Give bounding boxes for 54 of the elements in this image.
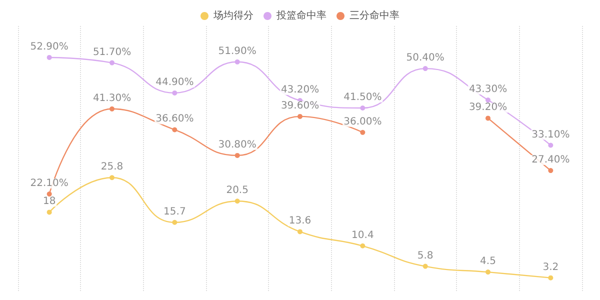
data-label: 41.30% (92, 92, 132, 104)
point (548, 142, 554, 148)
data-label: 39.20% (468, 102, 508, 114)
point (422, 66, 428, 72)
data-label: 50.40% (406, 52, 444, 64)
data-label: 25.8 (100, 162, 124, 173)
point (46, 192, 52, 197)
point (234, 59, 240, 64)
point (298, 114, 302, 119)
data-label: 51.70% (92, 46, 132, 58)
point (360, 106, 366, 111)
data-label: 13.6 (288, 216, 312, 227)
data-label: 44.90% (156, 76, 194, 88)
data-label: 43.30% (468, 84, 508, 96)
data-label: 3.2 (542, 262, 559, 273)
data-label: 20.5 (226, 185, 248, 196)
point (298, 229, 302, 234)
data-label: 51.90% (218, 46, 256, 57)
data-label: 30.80% (218, 139, 256, 150)
legend-label: 投篮命中率 (276, 10, 326, 22)
data-label: 43.20% (280, 84, 320, 96)
data-label: 39.60% (280, 100, 320, 112)
point (548, 275, 554, 280)
point (172, 220, 178, 225)
data-label: 36.60% (156, 114, 194, 125)
point (360, 243, 366, 248)
point (486, 116, 490, 121)
data-label: 10.4 (352, 230, 374, 241)
point (46, 210, 52, 215)
point (46, 54, 52, 60)
point (548, 168, 554, 174)
point (486, 270, 490, 275)
data-label: 33.10% (532, 129, 570, 140)
data-label: 5.8 (417, 250, 434, 262)
point (422, 264, 428, 269)
point (360, 130, 366, 135)
data-label: 36.00% (344, 116, 382, 128)
point (172, 127, 178, 132)
data-label: 15.7 (164, 206, 186, 218)
point (234, 198, 240, 204)
data-label: 22.10% (30, 178, 68, 190)
data-label: 52.90% (30, 41, 68, 52)
legend-label: 三分命中率 (350, 10, 400, 22)
point (234, 152, 240, 158)
point (110, 60, 114, 66)
data-label: 41.50% (344, 92, 382, 104)
data-label: 27.40% (532, 154, 570, 166)
data-label: 18 (42, 196, 56, 208)
point (110, 175, 114, 180)
point (172, 90, 178, 96)
point (110, 106, 114, 112)
data-label: 4.5 (480, 256, 496, 268)
legend-label: 场均得分 (212, 10, 254, 22)
point (486, 98, 490, 103)
